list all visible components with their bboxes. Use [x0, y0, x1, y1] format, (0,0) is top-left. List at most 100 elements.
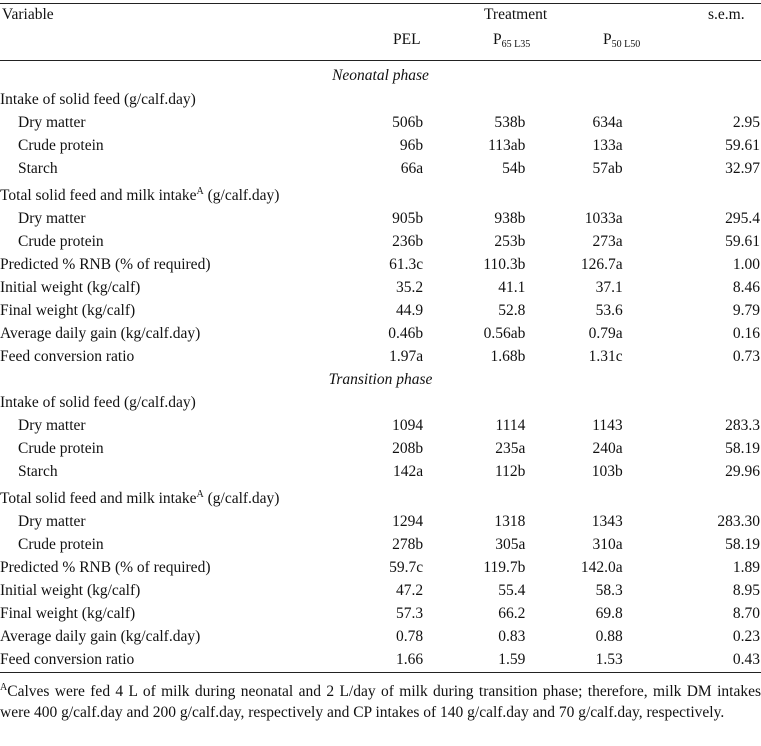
value-sem: 8.46 — [732, 279, 760, 296]
row-label-unit: (g/calf.day) — [203, 187, 280, 204]
value-sem: 0.43 — [732, 651, 760, 668]
row-label-text: Initial weight (kg/calf) — [0, 279, 141, 296]
table-row: Crude protein 278b 305a 310a 58.19 — [0, 533, 761, 556]
row-label: Predicted % RNB (% of required) — [0, 556, 326, 579]
value-pel: 1094 — [392, 417, 424, 434]
row-label: Dry matter — [0, 414, 326, 437]
value-p65-l35 — [430, 180, 545, 207]
value-pel: 236b — [392, 233, 424, 250]
header-col-pel: PEL — [393, 31, 421, 48]
value-pel — [326, 483, 430, 510]
results-table: Neonatal phase Intake of solid feed (g/ca… — [0, 64, 761, 671]
table-row: Dry matter 905b 938b 1033a 295.4 — [0, 207, 761, 230]
row-label-text: Intake of solid feed (g/calf.day) — [0, 394, 196, 411]
value-p65-l35: 1114 — [495, 417, 526, 434]
row-label: Intake of solid feed (g/calf.day) — [0, 88, 326, 111]
row-label: Crude protein — [0, 230, 326, 253]
value-p50-l50: 310a — [592, 536, 623, 553]
value-pel: 1.97a — [389, 348, 424, 365]
table-row: Predicted % RNB (% of required) 61.3c 110.… — [0, 253, 761, 276]
value-pel — [326, 88, 430, 111]
value-p50-l50: 1143 — [592, 417, 623, 434]
value-p50-l50: 240a — [592, 440, 623, 457]
value-pel: 0.78 — [395, 628, 424, 645]
row-label: Dry matter — [0, 111, 326, 134]
value-pel: 44.9 — [395, 302, 424, 319]
footnote-ref: A — [196, 186, 204, 197]
table-row: Average daily gain (kg/calf.day) 0.46b 0.5… — [0, 322, 761, 345]
value-pel: 59.7c — [389, 559, 424, 576]
header-col-p65: P65 L35 — [493, 31, 530, 50]
value-sem — [654, 391, 761, 414]
value-p65-l35: 55.4 — [498, 582, 526, 599]
table-row: Starch 66a 54b 57ab 32.97 — [0, 157, 761, 180]
row-label-text: Starch — [18, 160, 58, 177]
value-p50-l50: 273a — [592, 233, 623, 250]
value-sem: 32.97 — [725, 160, 760, 177]
value-p65-l35: 0.83 — [498, 628, 526, 645]
table-row: Average daily gain (kg/calf.day) 0.78 0.83… — [0, 625, 761, 648]
row-label-text: Crude protein — [18, 440, 104, 457]
value-sem: 29.96 — [725, 463, 760, 480]
value-p50-l50: 133a — [592, 137, 623, 154]
value-sem: 59.61 — [725, 233, 760, 250]
value-p50-l50: 634a — [592, 114, 623, 131]
results-table-body: Neonatal phase Intake of solid feed (g/ca… — [0, 64, 761, 671]
row-label-unit: (g/calf.day) — [203, 490, 280, 507]
table-row: Initial weight (kg/calf) 47.2 55.4 58.3 8.95 — [0, 579, 761, 602]
header-col-p50: P50 L50 — [603, 31, 640, 50]
table-row: Crude protein 236b 253b 273a 59.61 — [0, 230, 761, 253]
value-pel: 0.46b — [388, 325, 424, 342]
value-sem: 8.95 — [732, 582, 760, 599]
value-sem: 58.19 — [725, 536, 760, 553]
value-p50-l50: 1033a — [584, 210, 623, 227]
row-label: Feed conversion ratio — [0, 345, 326, 368]
value-p65-l35: 66.2 — [498, 605, 526, 622]
value-p65-l35: 253b — [494, 233, 526, 250]
value-pel: 278b — [392, 536, 424, 553]
value-sem: 8.70 — [732, 605, 760, 622]
value-p65-l35: 54b — [502, 160, 526, 177]
row-label: Total solid feed and milk intakeA (g/cal… — [0, 180, 326, 207]
row-label-text: Dry matter — [18, 114, 86, 131]
value-p65-l35: 1318 — [494, 513, 526, 530]
value-pel: 142a — [392, 463, 424, 480]
value-p50-l50: 103b — [591, 463, 623, 480]
value-sem: 1.00 — [732, 256, 760, 273]
header-treatment: Treatment — [484, 6, 548, 23]
row-label-text: Initial weight (kg/calf) — [0, 582, 141, 599]
value-p65-l35: 305a — [495, 536, 526, 553]
row-label-text: Final weight (kg/calf) — [0, 605, 136, 622]
table-row: Feed conversion ratio 1.97a 1.68b 1.31c 0.73 — [0, 345, 761, 368]
row-label-text: Dry matter — [18, 210, 86, 227]
row-label: Starch — [0, 157, 326, 180]
row-label-text: Starch — [18, 463, 58, 480]
table-row: Total solid feed and milk intakeA (g/cal… — [0, 180, 761, 207]
table-row: Final weight (kg/calf) 44.9 52.8 53.6 9.79 — [0, 299, 761, 322]
header-col-p65-sub: 65 L35 — [501, 39, 531, 50]
value-pel: 208b — [392, 440, 424, 457]
row-label: Average daily gain (kg/calf.day) — [0, 625, 326, 648]
value-p50-l50: 1343 — [591, 513, 623, 530]
value-p65-l35: 235a — [495, 440, 526, 457]
table-row: Predicted % RNB (% of required) 59.7c 119.… — [0, 556, 761, 579]
value-p50-l50 — [545, 88, 653, 111]
value-p50-l50: 69.8 — [595, 605, 623, 622]
row-label-text: Intake of solid feed (g/calf.day) — [0, 91, 196, 108]
row-label: Average daily gain (kg/calf.day) — [0, 322, 326, 345]
row-label: Final weight (kg/calf) — [0, 299, 326, 322]
value-pel: 1294 — [392, 513, 424, 530]
row-label: Initial weight (kg/calf) — [0, 579, 326, 602]
table-row: Dry matter 506b 538b 634a 2.95 — [0, 111, 761, 134]
value-pel: 66a — [400, 160, 424, 177]
table-row: Crude protein 96b 113ab 133a 59.61 — [0, 134, 761, 157]
table-row: Crude protein 208b 235a 240a 58.19 — [0, 437, 761, 460]
value-p65-l35: 119.7b — [483, 559, 526, 576]
value-pel: 905b — [392, 210, 424, 227]
value-p50-l50 — [545, 483, 653, 510]
row-label: Dry matter — [0, 510, 326, 533]
value-sem: 59.61 — [725, 137, 760, 154]
row-label-text: Crude protein — [18, 233, 104, 250]
value-sem: 9.79 — [732, 302, 760, 319]
